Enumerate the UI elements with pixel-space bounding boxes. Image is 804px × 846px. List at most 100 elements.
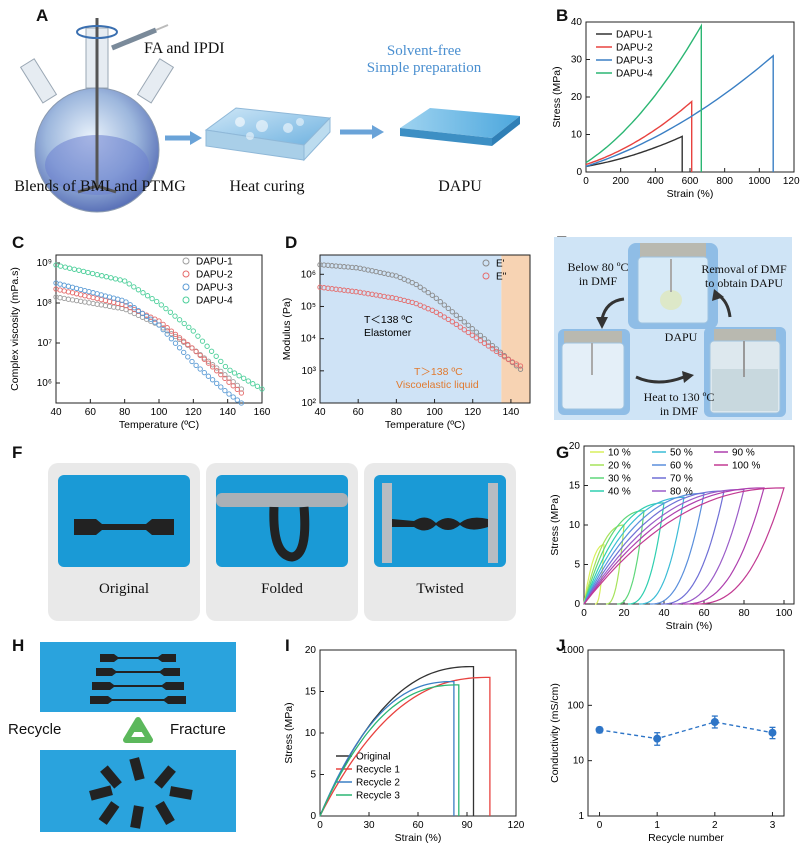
caption-original: Original xyxy=(99,581,149,597)
data-point xyxy=(234,397,240,403)
photo-twisted: Twisted xyxy=(364,463,516,621)
data-point xyxy=(205,358,212,364)
vial-top xyxy=(628,243,718,329)
y-tick-label: 10 xyxy=(573,756,585,767)
data-point xyxy=(226,391,232,397)
y-tick-label: 15 xyxy=(305,687,317,698)
data-point xyxy=(214,380,220,387)
data-point xyxy=(445,316,451,323)
legend-label: DAPU-4 xyxy=(616,69,653,80)
data-point xyxy=(61,288,67,294)
data-point xyxy=(230,394,236,400)
series-line-dapu-4 xyxy=(585,23,702,172)
data-point xyxy=(102,293,109,299)
panel-label-a: A xyxy=(36,6,49,25)
y-tick-label: 10³ xyxy=(302,366,317,377)
data-point xyxy=(144,293,151,299)
y-axis-label: Complex viscosity (mPa.s) xyxy=(9,267,21,391)
vial-right xyxy=(704,327,786,417)
y-axis-label: Stress (MPa) xyxy=(283,702,295,763)
x-axis-label: Temperature (ºC) xyxy=(385,419,465,431)
y-tick-label: 100 xyxy=(567,700,584,711)
x-tick-label: 0 xyxy=(317,820,323,831)
legend-label: 100 % xyxy=(732,461,760,472)
x-tick-label: 600 xyxy=(682,176,699,187)
data-point xyxy=(160,326,166,333)
plot-frame xyxy=(319,254,531,404)
data-point xyxy=(82,293,88,299)
y-tick-label: 10 xyxy=(571,130,583,141)
data-point xyxy=(517,363,524,369)
data-point xyxy=(437,299,443,305)
data-point xyxy=(513,361,520,367)
annotation-low-line-1: T＜138 ºC xyxy=(364,314,413,326)
data-point xyxy=(227,367,233,373)
data-point xyxy=(481,340,488,346)
data-point xyxy=(57,295,63,301)
fracture-label: Fracture xyxy=(170,721,226,738)
data-point xyxy=(181,338,187,344)
data-point xyxy=(465,329,471,336)
loading-cycle-50 xyxy=(583,496,685,605)
data-point xyxy=(595,725,604,734)
data-point xyxy=(112,276,119,282)
x-tick-label: 40 xyxy=(50,407,62,418)
y-tick-label: 30 xyxy=(571,55,583,66)
data-point xyxy=(117,277,123,283)
step-3-label: DAPU xyxy=(438,178,482,195)
caption-twisted: Twisted xyxy=(416,581,464,597)
y-tick-label: 0 xyxy=(576,167,582,178)
plot-frame xyxy=(319,649,517,817)
panel-h: Recycle Fracture xyxy=(8,642,236,832)
data-point xyxy=(164,325,170,331)
x-tick-label: 0 xyxy=(583,176,589,187)
photo-folded: Folded xyxy=(206,463,358,621)
x-tick-label: 0 xyxy=(581,608,587,619)
e-top-label: DAPU xyxy=(664,330,698,344)
x-axis-label: Recycle number xyxy=(648,832,724,844)
legend-marker xyxy=(182,257,190,265)
data-point xyxy=(102,297,109,304)
data-point xyxy=(193,362,199,369)
x-tick-label: 30 xyxy=(363,820,375,831)
legend-label: Recycle 2 xyxy=(356,778,400,789)
panel-label-j: J xyxy=(556,636,566,655)
y-tick-label: 1 xyxy=(578,811,584,822)
data-point xyxy=(106,303,113,310)
data-point xyxy=(250,381,256,387)
data-point xyxy=(461,327,467,333)
legend-label: 50 % xyxy=(670,448,693,459)
data-point xyxy=(209,364,216,370)
legend-label: 20 % xyxy=(608,461,631,472)
legend-marker xyxy=(182,283,190,291)
y-tick-label: 0 xyxy=(574,599,580,610)
data-point xyxy=(167,309,174,315)
data-point xyxy=(493,348,500,355)
y-tick-label: 5 xyxy=(574,560,580,571)
y-tick-label: 10⁷ xyxy=(37,338,52,349)
legend-label: DAPU-2 xyxy=(616,43,653,54)
x-axis-label: Strain (%) xyxy=(395,832,442,844)
data-point xyxy=(94,301,100,307)
fractured-specimens xyxy=(89,757,193,829)
data-point xyxy=(168,336,175,342)
reagent-label: FA and IPDI xyxy=(144,40,225,57)
series-line-dapu-2 xyxy=(585,99,693,172)
data-point xyxy=(82,299,88,305)
data-point xyxy=(205,360,212,366)
panel-label-g: G xyxy=(556,443,570,462)
x-axis-label: Strain (%) xyxy=(667,188,714,200)
tray-illustration xyxy=(204,107,332,162)
step-1-label: Blends of BMI and PTMG xyxy=(14,178,186,195)
legend-marker xyxy=(482,272,490,280)
solvent-free-note: Solvent-free Simple preparation xyxy=(344,43,504,77)
x-tick-label: 100 xyxy=(151,407,168,418)
note-line-2: Simple preparation xyxy=(366,60,482,76)
y-tick-label: 20 xyxy=(569,441,581,452)
legend-label: DAPU-2 xyxy=(196,270,233,281)
data-point xyxy=(226,379,232,385)
data-point xyxy=(131,284,137,290)
x-tick-label: 100 xyxy=(426,407,443,418)
y-tick-label: 5 xyxy=(310,770,316,781)
recycle-icon xyxy=(123,717,153,743)
